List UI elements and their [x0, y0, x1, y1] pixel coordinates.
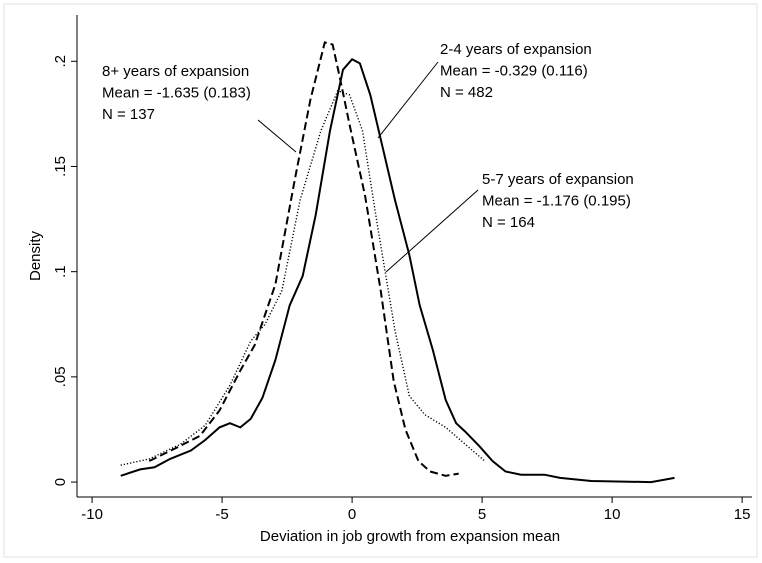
x-tick-label: -5 — [215, 506, 228, 523]
density-line — [120, 89, 486, 466]
y-tick-label: .05 — [52, 366, 69, 387]
y-tick-label: 0 — [52, 478, 69, 486]
x-tick-label: 5 — [478, 506, 486, 523]
annotation: 8+ years of expansion — [102, 63, 249, 80]
leader-line — [257, 119, 297, 153]
density-line — [148, 41, 459, 477]
annotation: N = 137 — [102, 106, 155, 123]
x-tick-label: 0 — [348, 506, 356, 523]
annotation: 2-4 years of expansion — [440, 41, 592, 58]
frame — [3, 3, 758, 558]
annotation: Mean = -1.176 (0.195) — [482, 193, 631, 210]
y-tick-label: .1 — [52, 265, 69, 278]
annotation: N = 164 — [482, 214, 535, 231]
x-tick-label: 15 — [734, 506, 751, 523]
y-tick-label: .2 — [52, 55, 69, 68]
x-axis-label: Deviation in job growth from expansion m… — [260, 528, 560, 545]
annotation: Mean = -1.635 (0.183) — [102, 85, 251, 102]
y-axis-label: Density — [27, 230, 44, 281]
leader-line — [377, 61, 439, 139]
annotation: Mean = -0.329 (0.116) — [440, 63, 588, 80]
x-tick-label: 10 — [604, 506, 621, 523]
y-tick-label: .15 — [52, 156, 69, 177]
leader-line — [385, 189, 479, 273]
annotation: 5-7 years of expansion — [482, 171, 634, 188]
x-tick-label: -10 — [81, 506, 103, 523]
density-line — [120, 57, 675, 484]
annotation: N = 482 — [440, 84, 493, 101]
